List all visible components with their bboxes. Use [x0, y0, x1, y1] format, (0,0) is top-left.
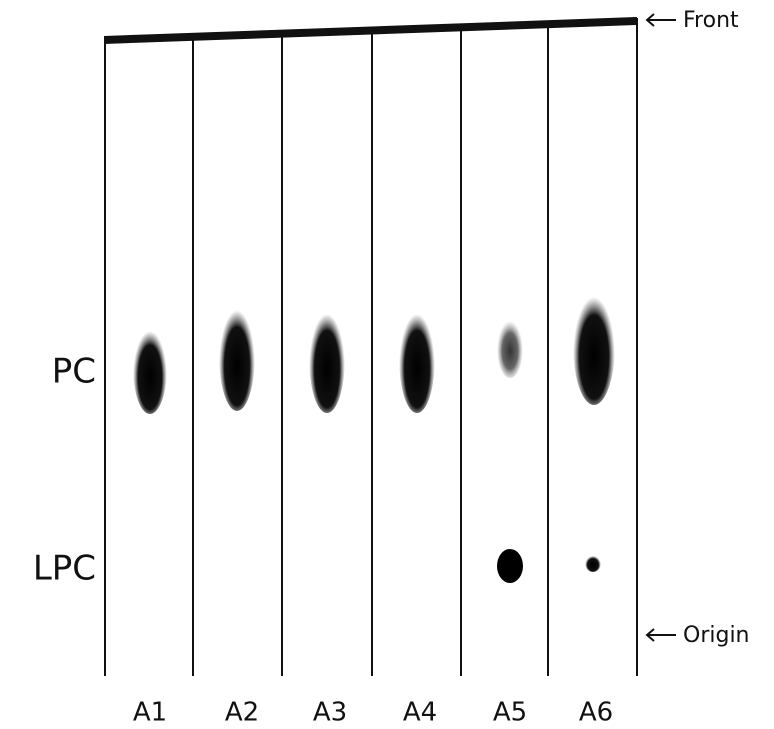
pc-label: PC: [52, 352, 96, 392]
pc-spot: [219, 299, 255, 411]
lpc-label: LPC: [33, 549, 96, 589]
pc-spot: [133, 322, 167, 414]
pc-spot: [399, 303, 435, 413]
front-label: Front: [683, 8, 739, 33]
lpc-spot: [585, 554, 601, 572]
lpc-spot: [497, 549, 523, 583]
pc-spot: [573, 285, 615, 405]
plate: [104, 17, 638, 676]
solvent-front: [104, 17, 637, 44]
lane-label: A1: [133, 698, 167, 728]
lane-label: A2: [225, 698, 259, 728]
lane-label: A5: [493, 698, 527, 728]
pc-spot: [497, 318, 523, 378]
pc-spot: [309, 303, 345, 413]
lane-label: A4: [403, 698, 437, 728]
lane-label: A6: [579, 698, 613, 728]
origin-label: Origin: [683, 623, 750, 648]
lane-label: A3: [313, 698, 347, 728]
origin-marker: [645, 628, 676, 642]
front-marker: [645, 13, 676, 27]
spots: [133, 285, 615, 583]
